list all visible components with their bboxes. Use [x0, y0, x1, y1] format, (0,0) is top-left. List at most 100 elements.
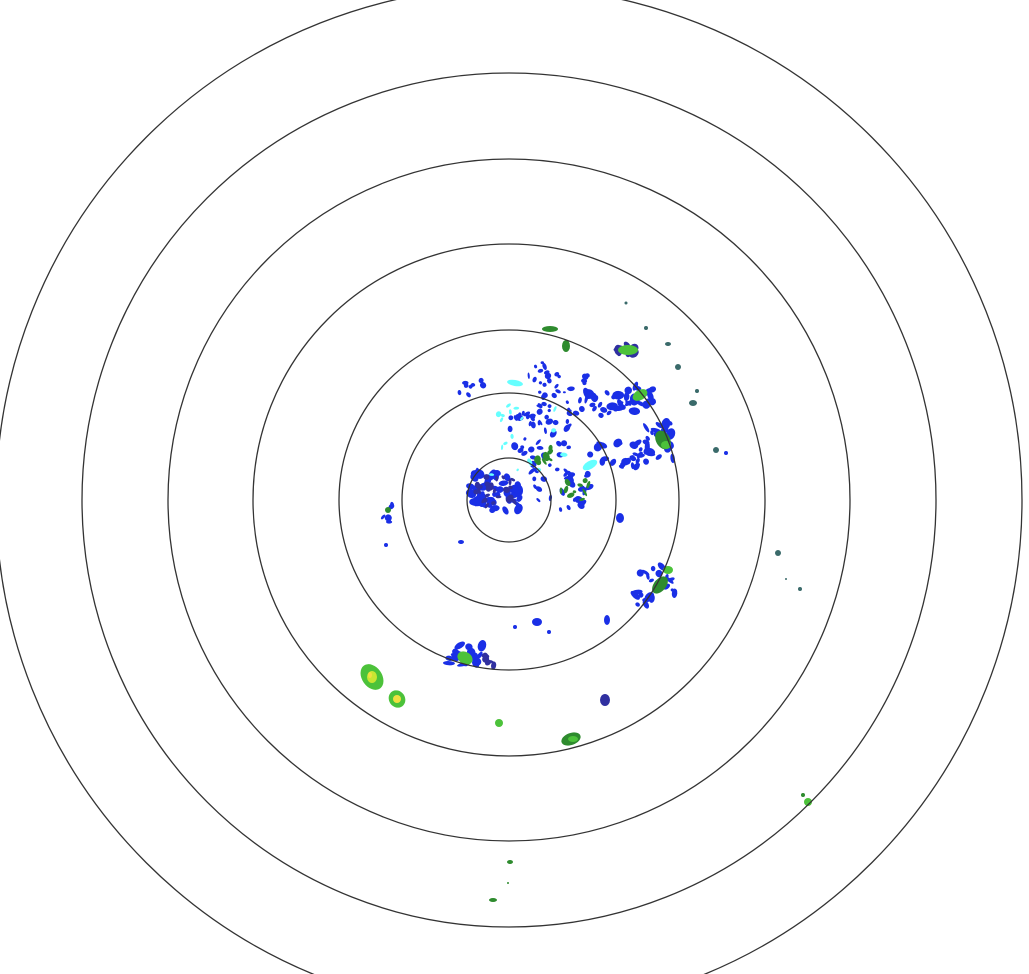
echo-cell — [661, 418, 671, 430]
echo-cell — [600, 407, 608, 413]
echo-cell — [501, 444, 504, 451]
echo-cell — [532, 376, 537, 383]
echo-cell — [565, 400, 569, 404]
echo-cell — [385, 507, 391, 513]
echo-cell — [477, 639, 487, 652]
echo-cell — [513, 625, 517, 629]
echo-cell — [489, 482, 494, 491]
echo-cell — [643, 423, 650, 433]
echo-cell — [472, 496, 482, 506]
echo-cell — [506, 403, 511, 408]
echo-cell — [563, 485, 569, 494]
echo-cell — [589, 402, 596, 408]
echo-cell — [582, 499, 587, 505]
echo-cell — [551, 428, 557, 433]
echo-cell — [635, 602, 640, 607]
range-ring-6 — [81, 72, 937, 928]
echo-cell — [804, 798, 812, 806]
echo-cell — [560, 452, 568, 457]
echo-cell — [638, 447, 643, 452]
echo-cell — [540, 476, 548, 482]
echo-cell — [503, 441, 508, 446]
echo-cell — [545, 418, 554, 425]
echo-cell — [587, 451, 594, 458]
echo-cell — [521, 450, 528, 456]
echo-cell — [612, 390, 625, 400]
echo-cell — [534, 364, 538, 369]
echo-cell — [474, 481, 480, 488]
echo-cell — [643, 458, 649, 465]
echo-cell — [567, 492, 575, 498]
echo-cell — [695, 389, 699, 393]
echo-cell — [477, 486, 481, 495]
echo-cell — [535, 486, 543, 492]
echo-cell — [609, 458, 617, 466]
echo-cell — [572, 490, 577, 494]
echo-cell — [517, 447, 524, 454]
echo-cell — [665, 576, 674, 584]
echo-cell — [618, 345, 638, 355]
echo-cell — [785, 578, 787, 580]
echo-cell — [634, 592, 640, 599]
echo-cell — [689, 400, 697, 406]
echo-cell — [490, 660, 496, 666]
echo-cell — [393, 695, 401, 703]
echo-cell — [578, 397, 582, 404]
echo-cell — [801, 793, 805, 797]
echo-cell — [671, 588, 678, 599]
echo-cell — [528, 421, 532, 427]
echo-cell — [655, 422, 663, 429]
echo-cell — [542, 326, 558, 332]
echo-cell — [544, 414, 549, 420]
echo-cell — [598, 412, 604, 418]
echo-cell — [501, 475, 506, 480]
echo-cell — [641, 569, 650, 576]
echo-cell — [566, 445, 571, 450]
echo-cell — [536, 498, 541, 503]
range-ring-3 — [338, 329, 680, 671]
echo-cell — [562, 391, 566, 394]
echo-cell — [479, 484, 483, 489]
echo-cell — [367, 671, 377, 683]
echo-cell — [574, 496, 583, 504]
echo-cell — [599, 457, 606, 466]
echo-cell — [650, 565, 656, 572]
echo-cell — [463, 383, 469, 388]
echo-cell — [537, 368, 544, 373]
echo-cell — [510, 433, 514, 439]
echo-cell — [644, 440, 650, 453]
echo-cell — [510, 497, 517, 505]
echo-cell — [368, 672, 372, 678]
echo-cell — [527, 372, 530, 379]
echo-cell — [577, 502, 585, 510]
echo-cell — [592, 406, 597, 412]
echo-cell — [564, 478, 571, 487]
echo-cell — [484, 502, 490, 509]
echo-cell — [457, 389, 462, 396]
echo-cell — [559, 487, 563, 495]
echo-cell — [572, 410, 580, 416]
echo-cell — [499, 417, 504, 423]
echo-cell — [616, 513, 624, 523]
echo-cell — [528, 446, 535, 453]
echo-cell — [481, 497, 487, 504]
echo-cell — [512, 492, 517, 498]
echo-cell — [484, 493, 490, 498]
echo-cell — [503, 473, 511, 482]
echo-cell — [585, 373, 590, 378]
echo-cell — [507, 379, 523, 387]
echo-cell — [581, 378, 588, 384]
echo-cell — [645, 435, 650, 441]
echo-cell — [508, 485, 513, 490]
echo-cell — [551, 392, 557, 399]
echo-cell — [450, 653, 457, 658]
echo-cell — [495, 495, 502, 499]
echo-cell — [630, 455, 635, 460]
echo-cell — [507, 425, 513, 433]
echo-cell — [566, 505, 571, 511]
echo-cell — [457, 651, 473, 665]
echo-cell — [536, 408, 543, 415]
echo-cell — [655, 454, 662, 460]
echo-cell — [508, 409, 512, 415]
echo-cell — [617, 401, 624, 406]
